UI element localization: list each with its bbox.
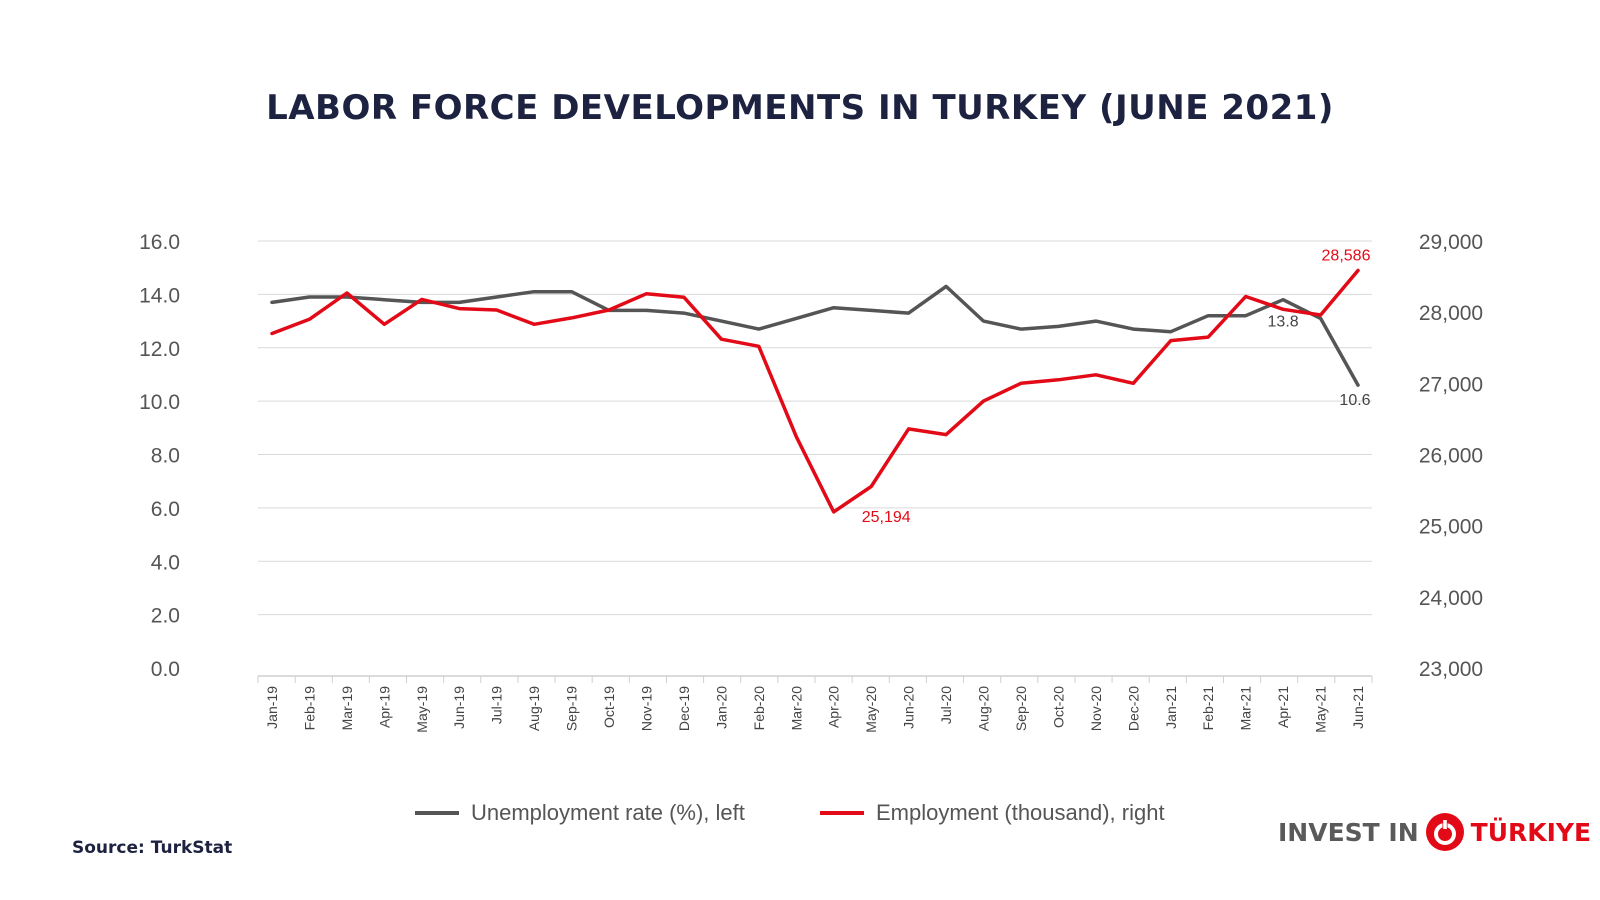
- x-axis-tick-label: Mar-20: [788, 686, 804, 731]
- left-axis-tick-label: 6.0: [151, 498, 180, 521]
- left-axis-tick-label: 2.0: [151, 605, 180, 628]
- left-axis-tick-label: 16.0: [139, 231, 180, 254]
- right-axis-tick-label: 24,000: [1419, 587, 1483, 610]
- x-axis-tick-label: Dec-19: [676, 686, 692, 731]
- series-line-employment: [270, 268, 1360, 514]
- series-line-unemployment: [270, 284, 1360, 387]
- x-axis-tick-label: Jun-19: [451, 686, 467, 729]
- x-axis-tick-label: Jan-20: [713, 686, 729, 729]
- x-axis-tick-label: Mar-21: [1238, 686, 1254, 731]
- x-axis-tick-label: Nov-20: [1088, 686, 1104, 731]
- data-label: 25,194: [862, 509, 911, 526]
- legend-swatch-gray: [415, 811, 459, 815]
- x-axis-tick-label: Jan-19: [264, 686, 280, 729]
- left-axis-tick-label: 0.0: [151, 658, 180, 681]
- x-axis-tick-label: Apr-19: [376, 686, 392, 728]
- x-axis-tick-label: Aug-20: [976, 686, 992, 731]
- x-axis-tick-label: May-20: [863, 686, 879, 733]
- legend-item-unemployment: Unemployment rate (%), left: [415, 800, 745, 826]
- chart-legend: Unemployment rate (%), left Employment (…: [0, 800, 1600, 830]
- x-axis-tick-label: Apr-20: [826, 686, 842, 728]
- right-axis-tick-label: 27,000: [1419, 373, 1483, 396]
- source-note: Source: TurkStat: [72, 838, 233, 858]
- data-label: 10.6: [1339, 392, 1370, 409]
- left-axis-tick-label: 10.0: [139, 391, 180, 414]
- brand-country: TÜRKIYE: [1470, 817, 1592, 847]
- x-axis-tick-label: Jun-20: [901, 686, 917, 729]
- x-axis-tick-label: Sep-19: [564, 686, 580, 731]
- x-axis-tick-label: Mar-19: [339, 686, 355, 731]
- x-axis-tick-label: Jul-20: [938, 686, 954, 724]
- legend-label-employment: Employment (thousand), right: [876, 800, 1165, 825]
- left-axis-tick-label: 12.0: [139, 338, 180, 361]
- legend-label-unemployment: Unemployment rate (%), left: [471, 800, 745, 825]
- x-axis-tick-label: May-21: [1313, 686, 1329, 733]
- right-axis-tick-label: 26,000: [1419, 445, 1483, 468]
- legend-swatch-red: [820, 811, 864, 815]
- brand-prefix: INVEST IN: [1278, 817, 1419, 847]
- legend-item-employment: Employment (thousand), right: [820, 800, 1165, 826]
- x-axis-tick-label: Oct-20: [1050, 686, 1066, 728]
- chart-title: LABOR FORCE DEVELOPMENTS IN TURKEY (JUNE…: [266, 88, 1334, 128]
- brand-logo: INVEST IN TÜRKIYE: [1278, 810, 1591, 854]
- right-axis-tick-label: 23,000: [1419, 658, 1483, 681]
- data-label: 13.8: [1268, 314, 1299, 331]
- red-circle-power-icon: [1425, 813, 1464, 851]
- data-label: 28,586: [1322, 247, 1371, 264]
- x-axis-tick-label: Aug-19: [526, 686, 542, 731]
- x-axis-tick-label: Feb-20: [751, 686, 767, 731]
- x-axis-tick-label: Apr-21: [1275, 686, 1291, 728]
- left-axis-tick-label: 14.0: [139, 284, 180, 307]
- x-axis-tick-label: Jul-19: [489, 686, 505, 724]
- x-axis-tick-label: Jan-21: [1163, 686, 1179, 729]
- right-axis-tick-label: 29,000: [1419, 231, 1483, 254]
- x-axis-tick-label: Dec-20: [1125, 686, 1141, 731]
- x-axis-tick-label: Feb-21: [1200, 686, 1216, 731]
- x-axis-tick-label: Jun-21: [1350, 686, 1366, 729]
- left-axis-tick-label: 8.0: [151, 445, 180, 468]
- x-axis-tick-label: Oct-19: [601, 686, 617, 728]
- right-axis-tick-label: 25,000: [1419, 516, 1483, 539]
- x-axis-tick-label: Sep-20: [1013, 686, 1029, 731]
- x-axis-tick-label: Feb-19: [301, 686, 317, 731]
- x-axis-tick-label: Nov-19: [638, 686, 654, 731]
- right-axis-tick-label: 28,000: [1419, 302, 1483, 325]
- x-axis-tick-label: May-19: [414, 686, 430, 733]
- left-axis-tick-label: 4.0: [151, 551, 180, 574]
